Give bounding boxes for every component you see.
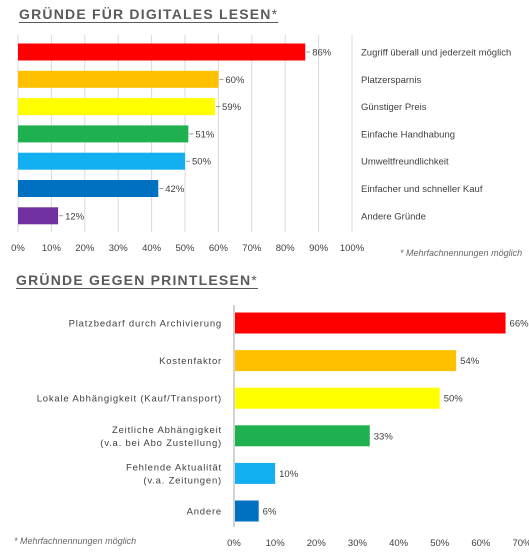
- bar: [235, 312, 506, 334]
- category-label: Platzersparnis: [361, 75, 421, 86]
- x-tick-label: 90%: [309, 243, 329, 254]
- x-tick-label: 20%: [307, 538, 327, 549]
- category-label: Günstiger Preis: [361, 102, 427, 113]
- x-tick-label: 50%: [175, 243, 195, 254]
- x-tick-label: 40%: [142, 243, 162, 254]
- bar: [18, 152, 185, 170]
- bar: [18, 125, 189, 143]
- bar: [18, 43, 306, 61]
- chart-1-title: GRÜNDE FÜR DIGITALES LESEN*: [19, 6, 279, 22]
- category-label: (v.a. Zeitungen): [143, 475, 222, 486]
- data-label: 6%: [263, 507, 277, 518]
- x-tick-label: 30%: [109, 243, 129, 254]
- category-label: (v.a. bei Abo Zustellung): [100, 438, 222, 449]
- x-tick-label: 60%: [471, 538, 491, 549]
- category-label: Umweltfreundlichkeit: [361, 157, 449, 168]
- category-label: Platzbedarf durch Archivierung: [69, 319, 222, 330]
- bar: [235, 500, 259, 522]
- x-tick-label: 0%: [11, 243, 25, 254]
- category-label: Einfacher und schneller Kauf: [361, 184, 483, 195]
- category-label: Einfache Handhabung: [361, 129, 455, 140]
- x-tick-label: 20%: [75, 243, 95, 254]
- data-label: 60%: [225, 75, 245, 86]
- bar: [235, 350, 457, 372]
- data-label: 50%: [192, 157, 212, 168]
- x-tick-label: 10%: [42, 243, 62, 254]
- x-tick-label: 70%: [242, 243, 262, 254]
- x-tick-label: 100%: [340, 243, 365, 254]
- chart-1-footnote: * Mehrfachnennungen möglich: [400, 248, 523, 258]
- x-tick-label: 40%: [389, 538, 409, 549]
- data-label: 51%: [195, 129, 215, 140]
- chart-1: 0% 10% 20% 30% 40% 50% 60% 70% 80% 90% 100% 86% Zugr…: [11, 35, 511, 254]
- x-tick-label: 0%: [227, 538, 241, 549]
- data-label: 50%: [444, 394, 464, 405]
- bar: [18, 98, 216, 116]
- x-tick-label: 60%: [209, 243, 229, 254]
- category-label: Andere: [187, 507, 222, 518]
- bar: [18, 180, 159, 197]
- bar: [235, 387, 440, 409]
- chart-2-footnote: * Mehrfachnennungen möglich: [14, 536, 137, 546]
- category-label: Zugriff überall und jederzeit möglich: [361, 48, 511, 59]
- data-label: 42%: [165, 184, 185, 195]
- bar: [235, 462, 276, 484]
- data-label: 10%: [279, 469, 299, 480]
- x-tick-label: 50%: [430, 538, 450, 549]
- data-label: 86%: [312, 48, 332, 59]
- bar: [235, 425, 370, 447]
- x-tick-label: 30%: [348, 538, 368, 549]
- data-label: 59%: [222, 102, 242, 113]
- category-label: Fehlende Aktualität: [126, 462, 222, 473]
- category-label: Andere Gründe: [361, 211, 426, 222]
- category-label: Kostenfaktor: [159, 356, 222, 367]
- x-tick-label: 80%: [276, 243, 296, 254]
- category-label: Zeitliche Abhängigkeit: [112, 425, 222, 436]
- bar: [18, 70, 219, 88]
- x-tick-label: 70%: [512, 538, 529, 549]
- data-label: 33%: [374, 431, 394, 442]
- category-label: Lokale Abhängigkeit (Kauf/Transport): [37, 394, 222, 405]
- data-label: 12%: [65, 211, 85, 222]
- data-label: 66%: [510, 319, 529, 330]
- x-tick-label: 10%: [266, 538, 286, 549]
- data-label: 54%: [460, 356, 480, 367]
- chart-2-title: GRÜNDE GEGEN PRINTLESEN*: [16, 272, 258, 288]
- bar: [18, 207, 59, 225]
